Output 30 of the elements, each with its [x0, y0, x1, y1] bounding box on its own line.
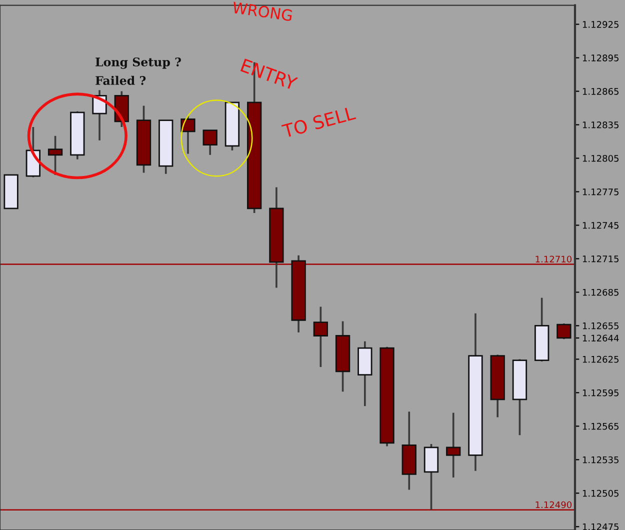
y-tick-label: 1.12685	[582, 288, 618, 296]
candlestick	[202, 129, 218, 156]
y-tick-label: 1.12715	[582, 255, 618, 262]
y-tick-label: 1.12475	[582, 523, 618, 530]
y-tick-label: 1.12745	[582, 222, 618, 229]
y-tick-label: 1.12625	[582, 356, 618, 363]
candlestick	[180, 114, 196, 155]
candlestick	[313, 306, 328, 368]
y-tick-label: 1.12835	[582, 121, 618, 128]
y-tick-label: 1.12895	[582, 54, 618, 62]
y-tick-label: 1.12505	[582, 490, 618, 497]
y-tick-label: 1.12775	[582, 188, 618, 196]
annotation: ENTRY	[240, 58, 298, 90]
candlestick	[48, 135, 63, 176]
y-tick-label: 1.12535	[582, 456, 618, 464]
annotation: TO SELL	[281, 106, 356, 138]
ref-line-label: 1.12710	[536, 256, 572, 263]
y-tick-label: 1.12595	[582, 389, 618, 396]
candlestick	[556, 322, 572, 340]
ref-line-label: 1.12490	[536, 501, 572, 508]
y-tick-label: 1.12805	[582, 154, 618, 162]
candlestick	[446, 412, 461, 478]
y-tick-label: 1.12565	[582, 422, 618, 430]
y-tick-label: 1.12655	[582, 322, 618, 330]
annotation: Long Setup ?	[96, 57, 181, 69]
y-tick-label: 1.12644	[582, 334, 619, 342]
annotation: Failed ?	[96, 76, 146, 85]
y-tick-label: 1.12925	[582, 21, 618, 28]
y-tick-label: 1.12865	[582, 88, 618, 95]
annotation: WRONG	[232, 2, 292, 22]
